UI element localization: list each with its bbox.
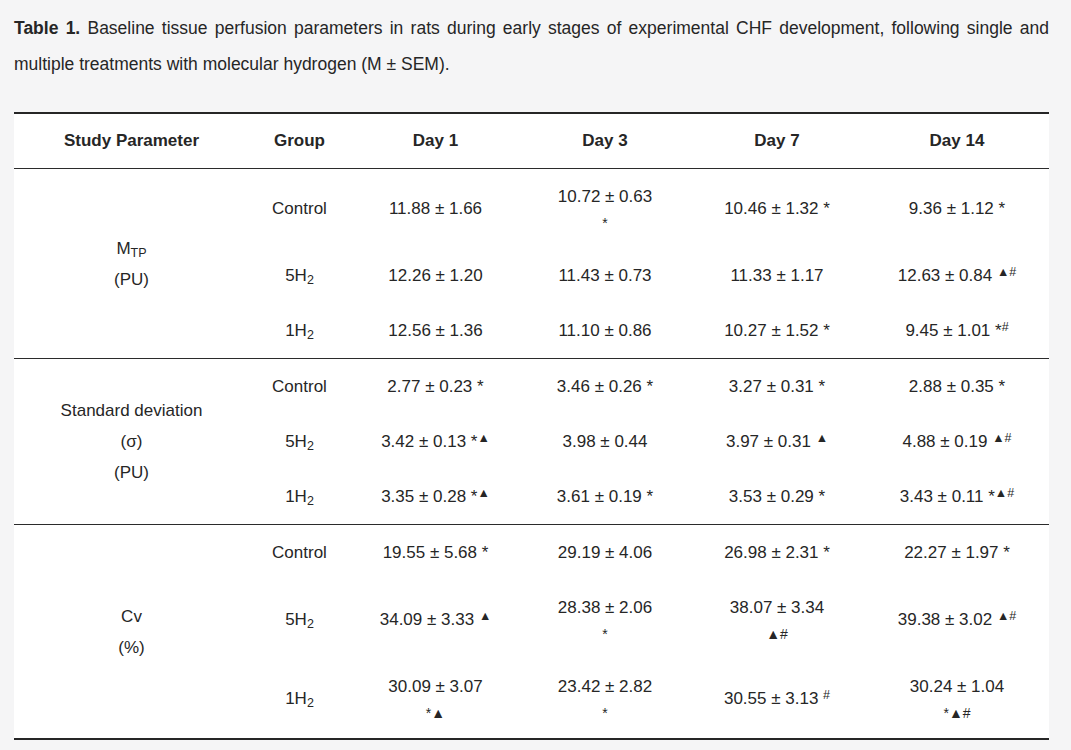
value-cell-day-7: 10.27 ± 1.52 * (689, 303, 865, 359)
perfusion-parameters-table: Study ParameterGroupDay 1Day 3Day 7Day 1… (14, 112, 1049, 740)
value-cell-day-7: 26.98 ± 2.31 * (689, 525, 865, 581)
value-cell-day-1: 3.42 ± 0.13 *▲ (350, 414, 521, 469)
column-header-day-1: Day 1 (350, 113, 521, 169)
value-cell-day-1: 19.55 ± 5.68 * (350, 525, 521, 581)
value-cell-day-1: 3.35 ± 0.28 *▲ (350, 469, 521, 525)
value-cell-day-3: 28.38 ± 2.06* (521, 580, 689, 659)
value-cell-day-3: 3.61 ± 0.19 * (521, 469, 689, 525)
value-cell-day-7: 3.27 ± 0.31 * (689, 359, 865, 415)
value-cell-day-7: 30.55 ± 3.13 # (689, 659, 865, 739)
value-cell-day-3: 3.46 ± 0.26 * (521, 359, 689, 415)
value-cell-day-7: 11.33 ± 1.17 (689, 248, 865, 303)
value-cell-day-14: 3.43 ± 0.11 *▲# (865, 469, 1049, 525)
value-cell-day-1: 11.88 ± 1.66 (350, 169, 521, 249)
value-cell-day-14: 12.63 ± 0.84 ▲# (865, 248, 1049, 303)
value-cell-day-3: 11.10 ± 0.86 (521, 303, 689, 359)
table-row: Standard deviation(σ)(PU)Control2.77 ± 0… (14, 359, 1049, 415)
table-caption-label: Table 1. (14, 18, 80, 38)
column-header-group: Group (249, 113, 350, 169)
table-header-row: Study ParameterGroupDay 1Day 3Day 7Day 1… (14, 113, 1049, 169)
group-cell: 5H2 (249, 414, 350, 469)
table-header: Study ParameterGroupDay 1Day 3Day 7Day 1… (14, 113, 1049, 169)
table-section-3: Cv(%)Control19.55 ± 5.68 *29.19 ± 4.0626… (14, 525, 1049, 740)
parameter-cell: MTP(PU) (14, 169, 249, 359)
table-section-1: MTP(PU)Control11.88 ± 1.6610.72 ± 0.63*1… (14, 169, 1049, 359)
table-row: MTP(PU)Control11.88 ± 1.6610.72 ± 0.63*1… (14, 169, 1049, 249)
group-cell: 1H2 (249, 659, 350, 739)
parameter-cell: Cv(%) (14, 525, 249, 740)
value-cell-day-3: 10.72 ± 0.63* (521, 169, 689, 249)
group-cell: Control (249, 359, 350, 415)
value-cell-day-1: 30.09 ± 3.07*▲ (350, 659, 521, 739)
parameter-cell: Standard deviation(σ)(PU) (14, 359, 249, 525)
value-cell-day-1: 12.26 ± 1.20 (350, 248, 521, 303)
value-cell-day-3: 3.98 ± 0.44 (521, 414, 689, 469)
group-cell: 5H2 (249, 580, 350, 659)
column-header-day-14: Day 14 (865, 113, 1049, 169)
column-header-day-7: Day 7 (689, 113, 865, 169)
value-cell-day-14: 9.36 ± 1.12 * (865, 169, 1049, 249)
value-cell-day-14: 30.24 ± 1.04*▲# (865, 659, 1049, 739)
value-cell-day-7: 3.53 ± 0.29 * (689, 469, 865, 525)
group-cell: Control (249, 525, 350, 581)
value-cell-day-1: 2.77 ± 0.23 * (350, 359, 521, 415)
table-section-2: Standard deviation(σ)(PU)Control2.77 ± 0… (14, 359, 1049, 525)
value-cell-day-7: 3.97 ± 0.31 ▲ (689, 414, 865, 469)
value-cell-day-14: 39.38 ± 3.02 ▲# (865, 580, 1049, 659)
group-cell: 1H2 (249, 303, 350, 359)
value-cell-day-3: 11.43 ± 0.73 (521, 248, 689, 303)
value-cell-day-3: 23.42 ± 2.82* (521, 659, 689, 739)
value-cell-day-14: 2.88 ± 0.35 * (865, 359, 1049, 415)
value-cell-day-14: 9.45 ± 1.01 *# (865, 303, 1049, 359)
value-cell-day-7: 10.46 ± 1.32 * (689, 169, 865, 249)
column-header-study-parameter: Study Parameter (14, 113, 249, 169)
value-cell-day-3: 29.19 ± 4.06 (521, 525, 689, 581)
value-cell-day-14: 22.27 ± 1.97 * (865, 525, 1049, 581)
value-cell-day-1: 12.56 ± 1.36 (350, 303, 521, 359)
group-cell: Control (249, 169, 350, 249)
table-caption-text: Baseline tissue perfusion parameters in … (14, 18, 1049, 74)
value-cell-day-14: 4.88 ± 0.19 ▲# (865, 414, 1049, 469)
value-cell-day-1: 34.09 ± 3.33 ▲ (350, 580, 521, 659)
column-header-day-3: Day 3 (521, 113, 689, 169)
table-caption: Table 1. Baseline tissue perfusion param… (14, 10, 1049, 82)
group-cell: 1H2 (249, 469, 350, 525)
value-cell-day-7: 38.07 ± 3.34▲# (689, 580, 865, 659)
group-cell: 5H2 (249, 248, 350, 303)
table-row: Cv(%)Control19.55 ± 5.68 *29.19 ± 4.0626… (14, 525, 1049, 581)
